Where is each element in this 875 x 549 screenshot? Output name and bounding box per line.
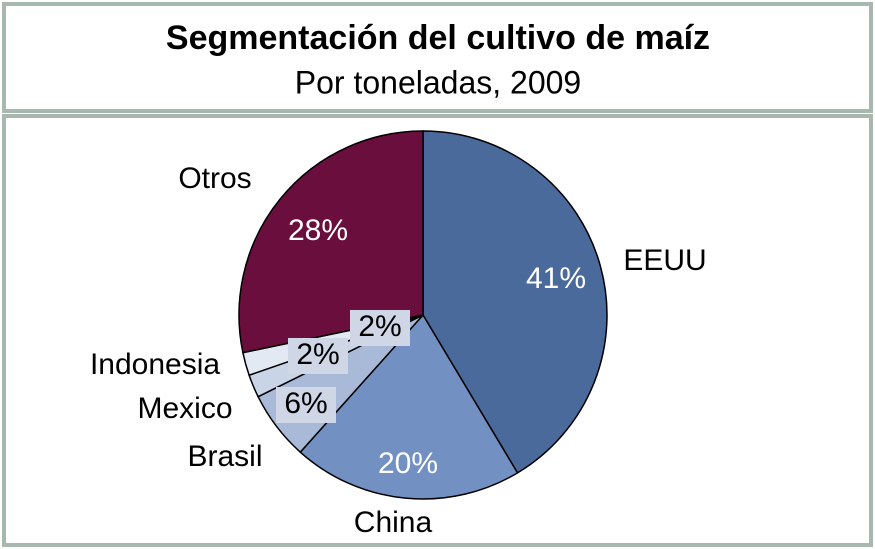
category-label: Mexico <box>137 392 232 425</box>
value-label: 2% <box>296 338 339 371</box>
value-label: 41% <box>526 262 586 295</box>
pie-slice <box>299 313 519 500</box>
value-label-box <box>350 310 410 346</box>
category-label: Brasil <box>187 440 262 473</box>
value-label-box <box>276 387 336 423</box>
chart-title: Segmentación del cultivo de maíz <box>166 19 710 57</box>
category-label: China <box>354 506 433 539</box>
pie-slice <box>238 130 424 354</box>
chart-subtitle: Por toneladas, 2009 <box>295 64 581 100</box>
value-label: 20% <box>378 447 438 480</box>
title-box <box>2 2 873 113</box>
value-label: 6% <box>284 387 327 420</box>
value-label-box <box>288 338 348 374</box>
pie <box>238 130 608 500</box>
pie-slice <box>422 130 608 474</box>
category-label: EEUU <box>623 244 706 277</box>
value-label: 2% <box>358 310 401 343</box>
category-label: Indonesia <box>90 348 220 381</box>
value-label: 28% <box>288 214 348 247</box>
labels: 41% EEUU 20% China 6% Brasil 2% Mexico 2% Indones… <box>90 162 707 539</box>
category-label: Otros <box>178 162 251 195</box>
